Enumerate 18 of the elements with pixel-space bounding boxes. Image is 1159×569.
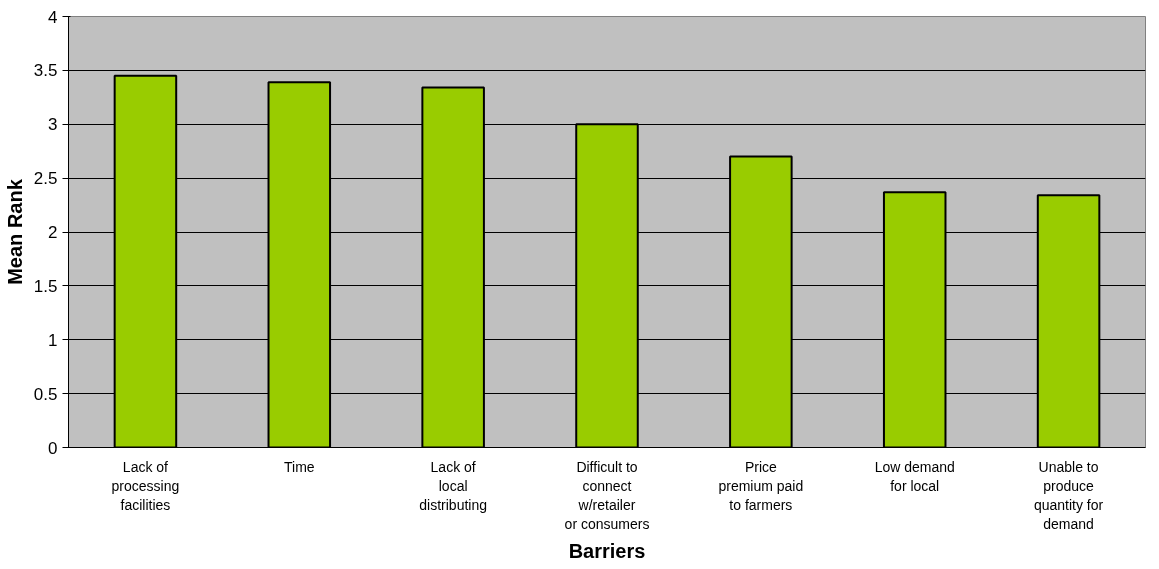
- y-tick-label: 3: [48, 115, 58, 135]
- x-tick-label: Difficult to connect w/retailer or consumers: [564, 458, 650, 533]
- y-tick-label: 0: [48, 438, 58, 458]
- x-tick-label: Unable to produce quantity for demand: [1033, 458, 1104, 533]
- x-tick-label: Time: [283, 458, 315, 475]
- y-tick-label: 2: [48, 223, 58, 242]
- y-tick-label: 2.5: [33, 169, 58, 189]
- x-tick-label: Price premium paid to farmers: [718, 458, 804, 513]
- x-tick-label: Lack of processing facilities: [111, 458, 180, 513]
- x-tick-label: Low demand for local: [874, 458, 955, 494]
- y-tick-label: 3.5: [33, 61, 58, 81]
- x-tick-label: Lack of local distributing: [419, 458, 487, 513]
- y-tick-label: 0.5: [33, 384, 58, 404]
- x-axis-title: Barriers: [568, 540, 646, 563]
- y-tick-label: 1: [48, 330, 58, 350]
- y-tick-label: 1.5: [33, 276, 58, 296]
- y-tick-label: 4: [48, 7, 58, 27]
- y-axis-title: Mean Rank: [3, 178, 26, 285]
